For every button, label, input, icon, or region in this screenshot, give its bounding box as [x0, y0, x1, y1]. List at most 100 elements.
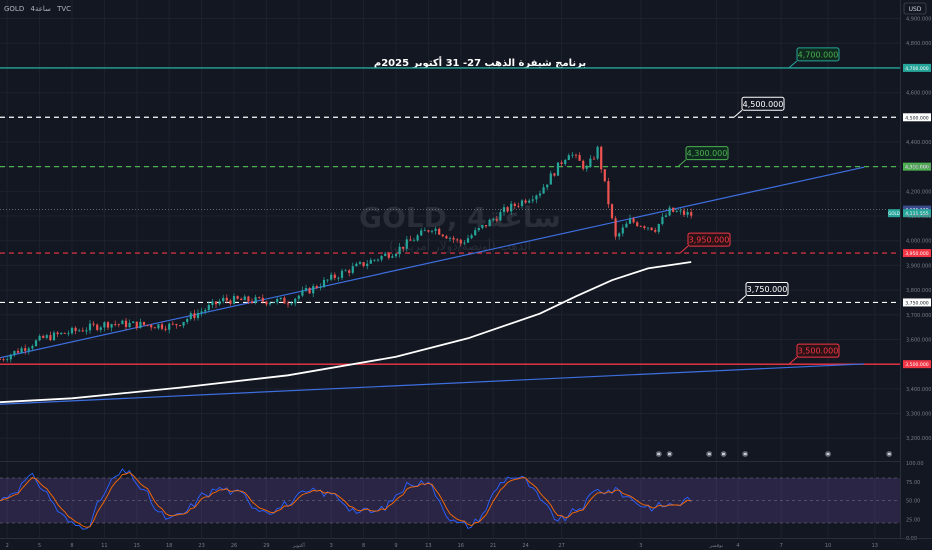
level-label: 4,700.000	[798, 50, 839, 59]
time-tick-label: 9	[394, 543, 397, 549]
candle-body	[114, 324, 117, 325]
candle-body	[675, 211, 678, 212]
candle-body	[668, 207, 671, 216]
interval-label: 4ساعة	[30, 5, 51, 13]
price-tick-label: 3,700.000	[906, 313, 931, 319]
price-tick-label: 3,800.000	[906, 288, 931, 294]
rsi-k-line	[0, 468, 692, 530]
candle-body	[567, 155, 570, 160]
time-tick-label: 26	[231, 543, 237, 549]
candle-body	[117, 324, 120, 325]
flag-icon	[826, 452, 830, 456]
price-tick-label: 4,600.000	[906, 91, 931, 97]
trendline[interactable]	[0, 363, 865, 405]
candle-body	[258, 297, 261, 298]
candle-body	[488, 219, 491, 227]
candle-body	[546, 184, 549, 188]
candle-body	[600, 146, 603, 170]
candle-body	[394, 254, 398, 257]
candle-body	[279, 297, 282, 299]
candle-body	[146, 324, 149, 326]
candle-body	[344, 270, 347, 272]
candle-body	[196, 312, 200, 318]
currency-button[interactable]	[903, 2, 927, 15]
time-tick-label: 2	[6, 543, 9, 549]
level-axis-tag	[903, 162, 931, 171]
candle-body	[416, 235, 419, 241]
candle-body	[369, 260, 372, 264]
candle-body	[13, 350, 16, 355]
candle-body	[92, 323, 95, 325]
candle-body	[236, 296, 239, 299]
current-price-label: 4,111.555	[905, 211, 928, 217]
moving-average	[0, 261, 692, 404]
candle-body	[110, 324, 113, 328]
level-axis-tag-label: 3,950.000	[905, 251, 928, 257]
candle-body	[679, 210, 682, 212]
time-tick-label: 4	[736, 543, 739, 549]
level-label-box[interactable]	[796, 47, 840, 62]
candle-body	[459, 239, 462, 244]
candle-body	[592, 158, 596, 160]
level-axis-tag-label: 3,500.000	[905, 362, 928, 368]
candle-body	[412, 240, 416, 242]
level-label-box[interactable]	[687, 232, 731, 247]
watermark-symbol: GOLD, 4ساعة	[359, 201, 561, 234]
candle-body	[301, 290, 304, 296]
candle-body	[31, 346, 34, 349]
horizontal-levels[interactable]: 4,700.000 4,700.000 4,500.000 4,500.000 4,30…	[0, 47, 931, 369]
candle-body	[456, 239, 459, 241]
candle-body	[686, 212, 689, 215]
level-label-box[interactable]	[796, 343, 840, 358]
time-tick-label: 24	[522, 543, 528, 549]
candle-body	[56, 332, 59, 335]
candle-body	[315, 286, 318, 288]
candle-body	[603, 169, 606, 182]
candle-body	[294, 298, 297, 304]
candle-body	[2, 359, 5, 361]
flag-icon	[722, 452, 726, 456]
level-label-box[interactable]	[745, 281, 789, 296]
candle-body	[517, 205, 520, 207]
candle-body	[193, 313, 196, 318]
price-tick-label: 4,400.000	[906, 140, 931, 146]
time-tick-label: 13	[872, 543, 878, 549]
candle-body	[153, 327, 156, 329]
candle-body	[398, 246, 401, 255]
time-tick-label: 3	[639, 543, 642, 549]
level-label-box[interactable]	[741, 96, 785, 111]
rsi-tick-label: 75.00	[906, 480, 920, 486]
candle-body	[639, 226, 642, 227]
candle-body	[106, 322, 110, 328]
candle-body	[524, 200, 527, 203]
candle-body	[607, 181, 610, 205]
time-axis[interactable]: 2 5 8 11 15 18 23 26 29 أكتوبر 3 8 9 13 16 21 24 27 3 نوفمب…	[6, 542, 878, 549]
time-tick-label: 5	[38, 543, 41, 549]
candle-body	[654, 230, 657, 232]
level-label-box[interactable]	[685, 146, 729, 161]
candle-body	[160, 324, 164, 329]
candle-body	[150, 325, 153, 328]
candle-body	[556, 162, 560, 176]
candle-body	[164, 328, 167, 330]
candle-body	[571, 154, 574, 156]
candle-body	[420, 230, 423, 236]
candle-body	[49, 335, 52, 341]
rsi-tick-label: 25.00	[906, 517, 920, 523]
price-axis[interactable]: 4,900.000 4,800.000 4,600.000 4,400.000 4,30…	[906, 17, 931, 443]
candle-body	[286, 303, 290, 305]
candle-body	[85, 330, 88, 332]
candle-body	[355, 263, 358, 267]
candle-body	[452, 237, 455, 240]
event-markers[interactable]	[655, 451, 893, 457]
time-tick-label: 27	[558, 543, 564, 549]
candle-body	[682, 210, 686, 215]
flag-icon	[657, 452, 661, 456]
price-tick-label: 3,900.000	[906, 263, 931, 269]
candle-body	[438, 228, 441, 235]
candle-body	[247, 296, 250, 302]
candle-body	[128, 322, 131, 328]
candle-body	[495, 219, 498, 221]
